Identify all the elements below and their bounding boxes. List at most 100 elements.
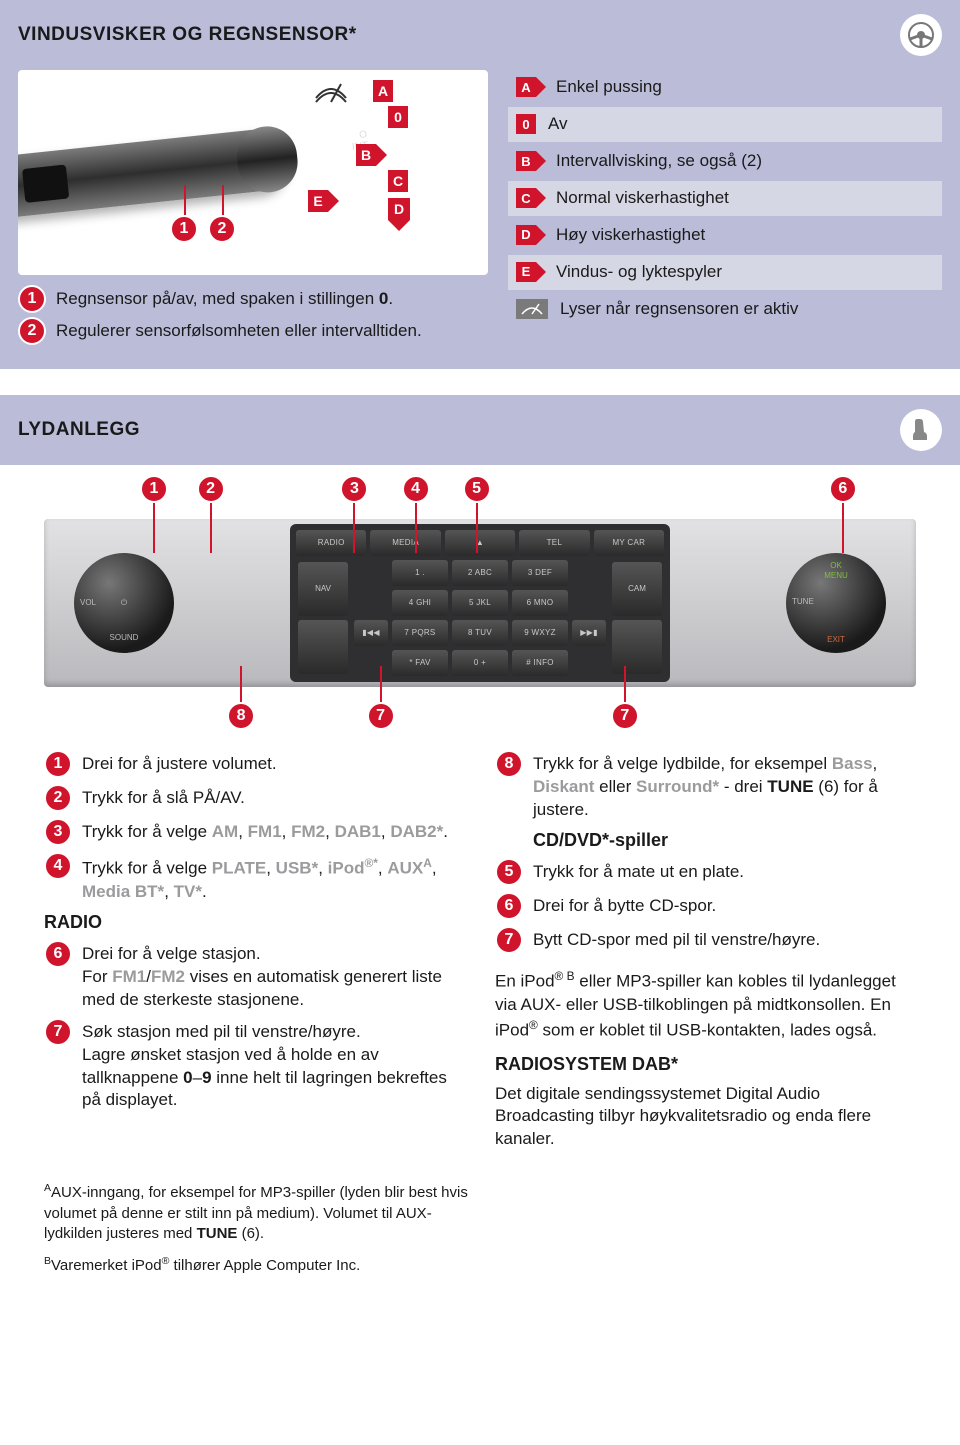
t1: Drei for å justere volumet. bbox=[82, 750, 277, 778]
legend-text-0: Av bbox=[548, 113, 568, 136]
callout-circle: 1 bbox=[140, 475, 168, 503]
marker-0: 0 bbox=[388, 106, 408, 128]
section1-title: VINDUSVISKER OG REGNSENSOR* bbox=[18, 22, 357, 48]
num-key: 4 GHI bbox=[392, 590, 448, 616]
footnote-A: AAUX-inngang, for eksempel for MP3-spill… bbox=[44, 1181, 476, 1244]
b2: 2 bbox=[44, 784, 72, 812]
legend-row-B: B Intervallvisking, se også (2) bbox=[508, 144, 942, 179]
footnote-B: BVaremerket iPod® tilhører Apple Compute… bbox=[44, 1254, 476, 1276]
list-item-1: 1 Regnsensor på/av, med spaken i stillin… bbox=[18, 285, 488, 313]
steering-wheel-icon bbox=[900, 14, 942, 56]
t3: Trykk for å velge AM, FM1, FM2, DAB1, DA… bbox=[82, 818, 448, 846]
figure-callout-1: 1 bbox=[170, 215, 198, 243]
num-key: 1 . bbox=[392, 560, 448, 586]
legend-text-sensor: Lyser når regnsensoren er aktiv bbox=[560, 298, 798, 321]
keypad-key: TEL bbox=[519, 530, 589, 556]
legend-badge-0: 0 bbox=[516, 114, 536, 134]
rt6: Drei for å bytte CD-spor. bbox=[533, 892, 716, 920]
num-key: 7 PQRS bbox=[392, 620, 448, 646]
t6: Drei for å velge stasjon. For FM1/FM2 vi… bbox=[82, 940, 465, 1012]
section2-body: 1 Drei for å justere volumet. 2 Trykk for … bbox=[0, 730, 960, 1161]
bottom-callout-8: 8 bbox=[227, 666, 255, 730]
num-key: 6 MNO bbox=[512, 590, 568, 616]
badge-2: 2 bbox=[18, 317, 46, 345]
windshield-icon bbox=[313, 78, 349, 106]
callout-circle: 3 bbox=[340, 475, 368, 503]
section1-legend: A Enkel pussing 0 Av B Intervallvisking,… bbox=[508, 70, 942, 349]
num-key: 8 TUV bbox=[452, 620, 508, 646]
keypad-key: MY CAR bbox=[594, 530, 664, 556]
b3: 3 bbox=[44, 818, 72, 846]
legend-text-B: Intervallvisking, se også (2) bbox=[556, 150, 762, 173]
rt7: Bytt CD-spor med pil til venstre/høyre. bbox=[533, 926, 820, 954]
list-item-2: 2 Regulerer sensorfølsomheten eller inte… bbox=[18, 317, 488, 345]
num-key: 5 JKL bbox=[452, 590, 508, 616]
section2-title: LYDANLEGG bbox=[18, 417, 140, 443]
list-text-1: Regnsensor på/av, med spaken i stillinge… bbox=[56, 285, 393, 313]
top-callout-2: 2 bbox=[197, 475, 225, 553]
list-text-2: Regulerer sensorfølsomheten eller interv… bbox=[56, 317, 422, 345]
prev-track-key: ▮◀◀ bbox=[354, 620, 388, 646]
top-callout-5: 5 bbox=[463, 475, 491, 553]
marker-B: B bbox=[356, 144, 376, 166]
legend-row-sensor: Lyser når regnsensoren er aktiv bbox=[508, 292, 942, 327]
t4: Trykk for å velge PLATE, USB*, iPod®*, A… bbox=[82, 852, 465, 904]
rb5: 5 bbox=[495, 858, 523, 886]
t7: Søk stasjon med pil til venstre/høyre. L… bbox=[82, 1018, 465, 1113]
side-key: CAM bbox=[612, 562, 662, 616]
section1-left: O INT I A 0 B C D E 1 2 1 bbox=[18, 70, 488, 349]
legend-badge-E: E bbox=[516, 262, 536, 282]
figure-callout-2: 2 bbox=[208, 215, 236, 243]
num-key: 0 + bbox=[452, 650, 508, 676]
legend-row-0: 0 Av bbox=[508, 107, 942, 142]
legend-badge-B: B bbox=[516, 151, 536, 171]
callout-circle: 5 bbox=[463, 475, 491, 503]
dab-subhead: RADIOSYSTEM DAB* bbox=[495, 1052, 916, 1076]
marker-A: A bbox=[373, 80, 393, 102]
rb6: 6 bbox=[495, 892, 523, 920]
next-track-key: ▶▶▮ bbox=[572, 620, 606, 646]
section2-header: LYDANLEGG bbox=[0, 395, 960, 465]
side-key: NAV bbox=[298, 562, 348, 616]
b4: 4 bbox=[44, 852, 72, 880]
cd-subhead: CD/DVD*-spiller bbox=[533, 828, 916, 852]
legend-badge-D: D bbox=[516, 225, 536, 245]
callout-circle: 7 bbox=[367, 702, 395, 730]
b6: 6 bbox=[44, 940, 72, 968]
section2-figure-wrap: ⏻ VOL SOUND RADIOMEDIA▲TELMY CAR NAV 1 .… bbox=[0, 465, 960, 730]
legend-row-C: C Normal viskerhastighet bbox=[508, 181, 942, 216]
num-key: # INFO bbox=[512, 650, 568, 676]
top-callout-3: 3 bbox=[340, 475, 368, 553]
legend-text-D: Høy viskerhastighet bbox=[556, 224, 705, 247]
marker-C: C bbox=[388, 170, 408, 192]
radio-subhead: RADIO bbox=[44, 910, 465, 934]
stalk-body bbox=[18, 126, 290, 219]
marker-E: E bbox=[308, 190, 328, 212]
b7: 7 bbox=[44, 1018, 72, 1046]
seat-icon bbox=[900, 409, 942, 451]
side-key bbox=[298, 620, 348, 674]
legend-text-E: Vindus- og lyktespyler bbox=[556, 261, 722, 284]
b1: 1 bbox=[44, 750, 72, 778]
section1-header: VINDUSVISKER OG REGNSENSOR* bbox=[0, 0, 960, 70]
num-key: 2 ABC bbox=[452, 560, 508, 586]
legend-badge-C: C bbox=[516, 188, 536, 208]
section1-body: O INT I A 0 B C D E 1 2 1 bbox=[0, 70, 960, 369]
b8: 8 bbox=[495, 750, 523, 778]
legend-row-D: D Høy viskerhastighet bbox=[508, 218, 942, 253]
bottom-callout-7: 7 bbox=[367, 666, 395, 730]
rain-sensor-icon bbox=[516, 299, 548, 319]
rb7: 7 bbox=[495, 926, 523, 954]
dab-paragraph: Det digitale sendingssystemet Digital Au… bbox=[495, 1083, 916, 1152]
legend-text-C: Normal viskerhastighet bbox=[556, 187, 729, 210]
legend-row-A: A Enkel pussing bbox=[508, 70, 942, 105]
num-key: 9 WXYZ bbox=[512, 620, 568, 646]
top-callout-1: 1 bbox=[140, 475, 168, 553]
callout-circle: 2 bbox=[197, 475, 225, 503]
audio-console-figure: ⏻ VOL SOUND RADIOMEDIA▲TELMY CAR NAV 1 .… bbox=[44, 475, 916, 730]
top-callout-4: 4 bbox=[402, 475, 430, 553]
badge-1: 1 bbox=[18, 285, 46, 313]
section2-left-col: 1 Drei for å justere volumet. 2 Trykk for … bbox=[44, 750, 465, 1151]
bottom-callout-7: 7 bbox=[611, 666, 639, 730]
t2: Trykk for å slå PÅ/AV. bbox=[82, 784, 245, 812]
